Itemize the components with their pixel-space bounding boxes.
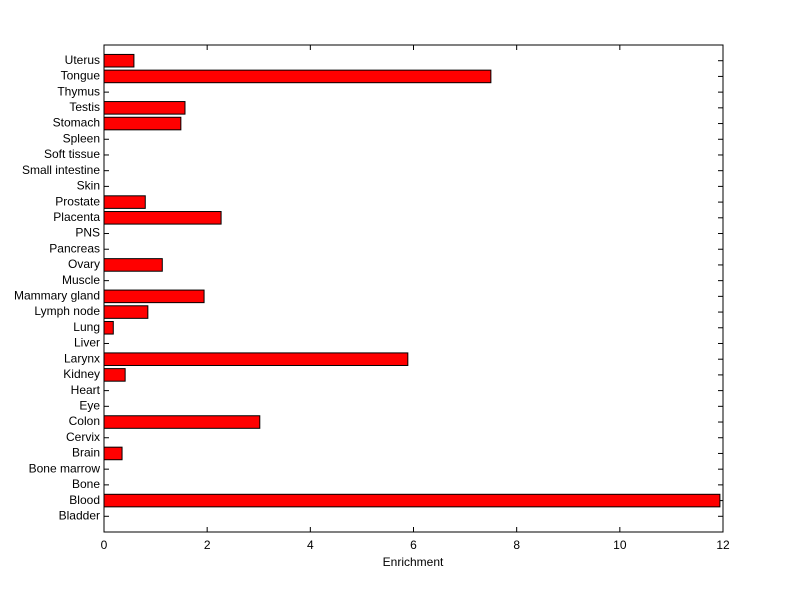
y-tick-label: Thymus xyxy=(57,84,100,98)
y-tick-label: Muscle xyxy=(62,273,100,287)
y-tick-label: Kidney xyxy=(63,367,100,381)
x-tick-label: 6 xyxy=(410,538,417,552)
bar xyxy=(103,320,114,335)
y-tick-label: Lung xyxy=(73,320,100,334)
bar xyxy=(103,289,205,304)
bar xyxy=(103,352,409,366)
y-tick-label: Spleen xyxy=(63,131,100,145)
y-tick-label: Brain xyxy=(72,446,100,460)
x-tick-label: 2 xyxy=(204,538,211,552)
x-tick-label: 12 xyxy=(716,538,730,552)
x-tick-label: 10 xyxy=(613,538,627,552)
y-tick-label: Testis xyxy=(69,100,100,114)
bar xyxy=(103,69,492,84)
bar xyxy=(103,101,186,115)
y-tick-label: Lymph node xyxy=(34,304,100,318)
y-tick-label: Ovary xyxy=(68,257,100,271)
y-tick-label: Skin xyxy=(77,179,100,193)
y-tick-label: Tongue xyxy=(61,69,101,83)
y-tick-label: Cervix xyxy=(66,430,100,444)
y-tick-label: Prostate xyxy=(55,194,100,208)
x-tick-label: 0 xyxy=(101,538,108,552)
y-tick-label: PNS xyxy=(75,226,100,240)
bar xyxy=(103,116,182,131)
bar xyxy=(103,305,149,319)
y-tick-label: Bone marrow xyxy=(29,461,101,475)
bar xyxy=(103,211,222,225)
x-tick-label: 4 xyxy=(307,538,314,552)
bar xyxy=(103,415,261,429)
bar xyxy=(103,195,146,209)
y-tick-label: Uterus xyxy=(65,53,100,67)
y-tick-label: Soft tissue xyxy=(44,147,100,161)
bar xyxy=(103,53,135,68)
bar xyxy=(103,493,721,508)
y-tick-label: Stomach xyxy=(53,116,100,130)
y-tick-label: Bladder xyxy=(59,508,100,522)
y-tick-label: Eye xyxy=(79,398,100,412)
bar xyxy=(103,446,123,461)
y-tick-label: Placenta xyxy=(53,210,100,224)
bar xyxy=(103,258,163,272)
y-tick-label: Mammary gland xyxy=(14,289,100,303)
y-tick-label: Heart xyxy=(71,383,101,397)
y-tick-label: Larynx xyxy=(64,351,100,365)
y-tick-label: Liver xyxy=(74,336,100,350)
x-tick-label: 8 xyxy=(513,538,520,552)
y-tick-label: Bone xyxy=(72,477,100,491)
y-tick-label: Colon xyxy=(69,414,100,428)
y-tick-label: Small intestine xyxy=(22,163,100,177)
x-axis-label: Enrichment xyxy=(383,555,444,569)
y-tick-label: Blood xyxy=(69,493,100,507)
bar xyxy=(103,368,126,382)
plot-frame xyxy=(103,44,724,533)
y-tick-label: Pancreas xyxy=(49,241,100,255)
